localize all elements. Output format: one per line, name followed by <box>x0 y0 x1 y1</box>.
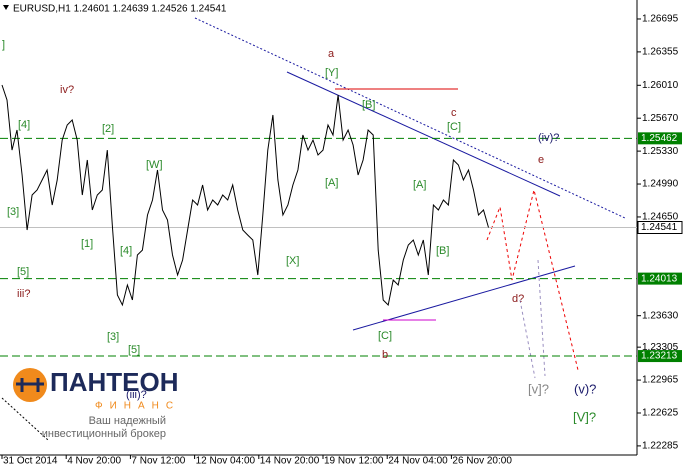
y-tick-label: 1.22965 <box>642 375 679 386</box>
level-label-box <box>638 272 682 285</box>
x-tick-label: 26 Nov 20:00 <box>452 456 512 467</box>
forecast-alt <box>519 299 536 379</box>
wave-label: d? <box>512 293 524 305</box>
tagline: Ваш надежный <box>89 415 166 427</box>
x-tick-label: 12 Nov 04:00 <box>196 456 256 467</box>
level-label: 1.23213 <box>641 351 678 362</box>
wave-label: a <box>328 48 335 60</box>
wave-label: [3] <box>7 206 19 218</box>
wave-label: [5] <box>128 344 140 356</box>
last-price-box <box>637 221 683 234</box>
x-tick-label: 31 Oct 2014 <box>3 456 58 467</box>
price-line <box>1 84 489 307</box>
wave-label: [B] <box>362 99 375 111</box>
x-tick-label: 19 Nov 12:00 <box>324 456 384 467</box>
wave-label: [v]? <box>528 381 549 396</box>
x-tick-label: 24 Nov 04:00 <box>388 456 448 467</box>
upper-trendline <box>286 71 561 197</box>
wave-label: (iv)? <box>538 132 559 144</box>
level-label: 1.24013 <box>641 273 678 284</box>
chart-title: EURUSD,H1 1.24601 1.24639 1.24526 1.2454… <box>13 4 227 15</box>
wave-label: [3] <box>107 331 119 343</box>
wave-label: [4] <box>120 245 132 257</box>
wave-label: [Y] <box>325 67 338 79</box>
wave-label: c <box>451 107 457 119</box>
wave-label: [2] <box>102 123 114 135</box>
brand-sub: ФИНАНС <box>95 401 180 412</box>
wave-label: ] <box>2 39 5 51</box>
wave-label: [C] <box>378 330 392 342</box>
wave-label: [W] <box>146 159 163 171</box>
wave-label: [A] <box>413 179 426 191</box>
y-tick-label: 1.22285 <box>642 441 679 452</box>
y-tick-label: 1.23305 <box>642 342 679 353</box>
wave-label: [C] <box>447 121 461 133</box>
brand: ПАНТЕОН <box>50 367 178 397</box>
wave-label: (v)? <box>574 381 596 396</box>
y-tick-label: 1.26695 <box>642 14 679 25</box>
wave-label: [A] <box>325 177 338 189</box>
last-price-label: 1.24541 <box>641 222 678 233</box>
y-tick-label: 1.25330 <box>642 146 679 157</box>
level-label-box <box>638 132 682 145</box>
y-tick-label: 1.22625 <box>642 408 679 419</box>
wave-label: [5] <box>17 266 29 278</box>
x-tick-label: 7 Nov 12:00 <box>131 456 185 467</box>
wave-label: iv? <box>60 84 74 96</box>
title-icon <box>3 5 9 10</box>
x-tick-label: 4 Nov 20:00 <box>67 456 121 467</box>
wave-label: [1] <box>81 238 93 250</box>
wave-label: b <box>382 349 388 361</box>
wave-label: [B] <box>436 245 449 257</box>
y-tick-label: 1.26355 <box>642 47 679 58</box>
wave-label: [4] <box>18 119 30 131</box>
lower-trendline <box>352 265 576 331</box>
y-tick-label: 1.23630 <box>642 310 679 321</box>
y-tick-label: 1.24650 <box>642 212 679 223</box>
watermark: ПАНТЕОН ФИНАНС Ваш надежный инвестиционн… <box>13 367 180 440</box>
x-tick-label: 14 Nov 20:00 <box>260 456 320 467</box>
tagline: инвестиционный брокер <box>42 428 166 440</box>
drawings <box>1 17 626 441</box>
forecast-alt <box>537 259 546 377</box>
wave-label: [V]? <box>573 409 596 424</box>
dotted-trendline <box>194 17 626 219</box>
y-tick-label: 1.26010 <box>642 80 679 91</box>
wave-label: iii? <box>17 288 30 300</box>
level-label-box <box>638 350 682 363</box>
y-tick-label: 1.24990 <box>642 179 679 190</box>
level-label: 1.25462 <box>641 133 678 144</box>
y-tick-label: 1.25670 <box>642 113 679 124</box>
wave-label: (iii)? <box>126 389 147 401</box>
forecast-path <box>486 189 579 371</box>
wave-label: e <box>538 154 544 166</box>
wave-label: [X] <box>286 255 299 267</box>
logo-icon <box>16 378 44 392</box>
